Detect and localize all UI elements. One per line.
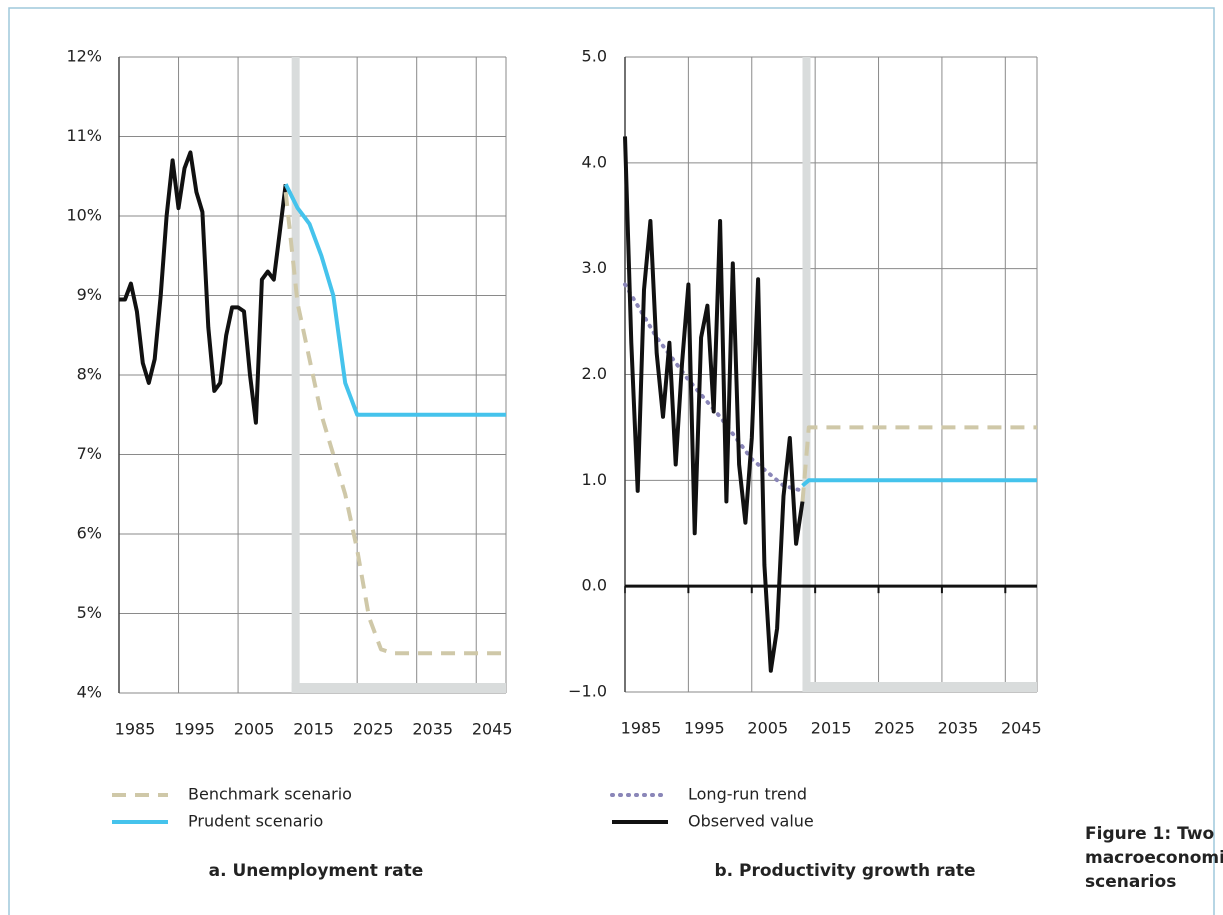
- y-tick-label: 5.0: [582, 47, 607, 66]
- y-tick-label: 10%: [66, 206, 102, 225]
- x-tick-label: 2035: [412, 720, 453, 739]
- y-tick-label: 1.0: [582, 470, 607, 489]
- forecast-base: [291, 683, 506, 693]
- y-tick-label: 9%: [77, 285, 102, 304]
- series-line: [801, 478, 1037, 488]
- y-tick-label: 5%: [77, 603, 102, 622]
- x-tick-label: 2005: [747, 719, 788, 738]
- frame: [8, 7, 1215, 915]
- x-tick-label: 2015: [811, 719, 852, 738]
- x-tick-label: 1995: [684, 719, 725, 738]
- x-tick-label: 2015: [293, 720, 334, 739]
- y-tick-label: 0.0: [582, 576, 607, 595]
- x-tick-label: 2025: [353, 720, 394, 739]
- y-tick-label: 11%: [66, 126, 102, 145]
- chart-title: a. Unemployment rate: [209, 861, 424, 881]
- series-line: [283, 183, 506, 417]
- legend-label: Long-run trend: [688, 785, 807, 804]
- series-line: [119, 150, 288, 425]
- x-tick-label: 2035: [938, 719, 979, 738]
- legend-label: Prudent scenario: [188, 812, 323, 831]
- x-tick-label: 2045: [472, 720, 513, 739]
- y-tick-label: 8%: [77, 365, 102, 384]
- y-tick-label: 7%: [77, 444, 102, 463]
- x-tick-label: 1985: [621, 719, 662, 738]
- series-line: [623, 136, 805, 673]
- forecast-band: [291, 57, 300, 693]
- x-tick-label: 2025: [874, 719, 915, 738]
- y-tick-label: 3.0: [582, 258, 607, 277]
- x-tick-label: 1985: [115, 720, 156, 739]
- figure-title: Figure 1: Two macroeconomic scenarios: [1085, 824, 1223, 892]
- series-line: [283, 191, 506, 656]
- forecast-band: [802, 57, 811, 692]
- series-line: [800, 425, 1037, 502]
- chart-title: b. Productivity growth rate: [714, 861, 975, 881]
- x-tick-label: 2005: [234, 720, 275, 739]
- x-tick-label: 1995: [174, 720, 215, 739]
- y-tick-label: 6%: [77, 524, 102, 543]
- y-tick-label: 2.0: [582, 364, 607, 383]
- legend-label: Benchmark scenario: [188, 785, 352, 804]
- y-tick-label: −1.0: [568, 682, 607, 701]
- x-tick-label: 2045: [1001, 719, 1042, 738]
- legend-label: Observed value: [688, 812, 814, 831]
- y-tick-label: 12%: [66, 47, 102, 66]
- forecast-base: [802, 682, 1037, 692]
- y-tick-label: 4%: [77, 683, 102, 702]
- y-tick-label: 4.0: [582, 152, 607, 171]
